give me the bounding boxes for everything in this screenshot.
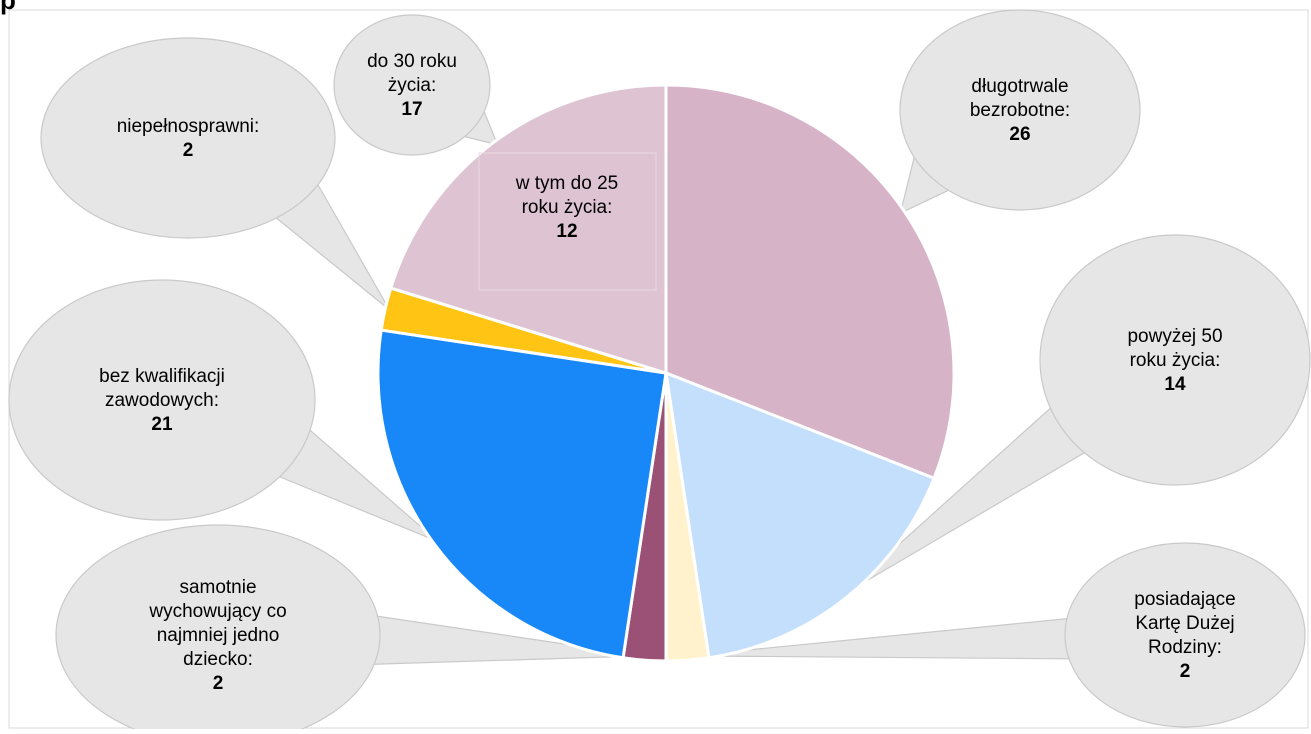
chart-title: p [0, 0, 16, 15]
labels-layer: długotrwale bezrobotne: 26 powyżej 50 roku ż… [99, 51, 1236, 694]
slice-bez-kwalifikacji-zawodowych [376, 328, 668, 660]
callout-fill-posiadajace-karte-duzej-rodziny [1066, 544, 1304, 726]
callout-fill-do-30-roku-zycia [335, 16, 489, 154]
data-label-do-30-roku-zycia: do 30 roku życia: 17 [367, 51, 457, 120]
slice-do-30-roku-zycia [388, 83, 668, 376]
callout-fill-samotnie-wychowujacy-co-najmniej-jedno-dziecko [57, 526, 379, 734]
sub-annotation-label: w tym do 25 roku życia: 12 [515, 173, 618, 242]
slice-dlugotrwale-bezrobotne [664, 83, 956, 481]
slices-layer [376, 83, 956, 663]
data-label-samotnie-wychowujacy-co-najmniej-jedno-dziecko: samotnie wychowujący co najmniej jedno dzie… [148, 577, 286, 694]
data-label-posiadajace-karte-duzej-rodziny: posiadające Kartę Dużej Rodziny: 2 [1134, 589, 1235, 682]
data-label-bez-kwalifikacji-zawodowych: bez kwalifikacji zawodowych: 21 [99, 366, 225, 435]
slice-powyzej-50-roku-zycia [664, 370, 937, 660]
callout-fill-powyzej-50-roku-zycia [1041, 236, 1309, 484]
data-label-niepelnosprawni: niepełnosprawni: 2 [117, 116, 260, 161]
callout-fill-dlugotrwale-bezrobotne [901, 11, 1139, 209]
data-label-powyzej-50-roku-zycia: powyżej 50 roku życia: 14 [1127, 326, 1222, 395]
data-label-dlugotrwale-bezrobotne: długotrwale bezrobotne: 26 [970, 76, 1070, 145]
sub-annotation-frame [478, 152, 657, 291]
callouts-layer [8, 9, 1311, 734]
callout-fill-niepelnosprawni [42, 39, 334, 237]
callout-fill-bez-kwalifikacji-zawodowych [10, 281, 314, 519]
